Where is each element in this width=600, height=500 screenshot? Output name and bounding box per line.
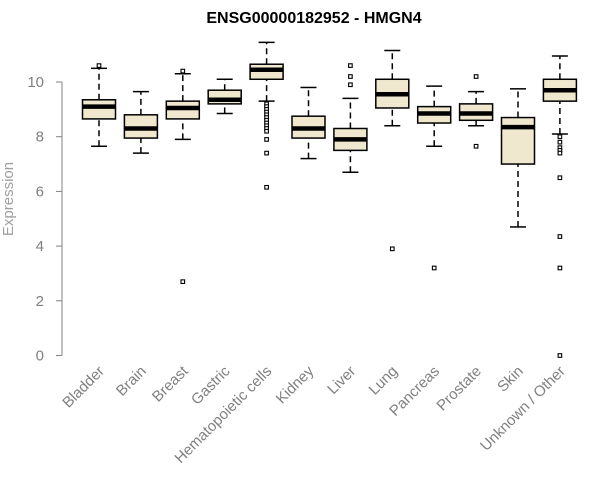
outlier-point [557,234,563,239]
iqr-box [500,116,536,165]
box-2 [165,68,201,285]
outlier-point [389,246,395,252]
box-10 [500,88,536,228]
box-1 [123,90,159,154]
outlier-point [431,265,437,271]
outlier-point [264,184,269,190]
outlier-point [96,63,102,68]
outlier-point [473,74,479,79]
box-8 [416,85,452,271]
outlier-point [557,175,563,181]
y-tick-label: 0 [36,348,44,365]
outlier-point [180,279,186,285]
y-tick-label: 8 [36,129,44,146]
box-6 [333,63,368,174]
outlier-point [180,68,186,74]
y-axis: 0 2 4 6 8 10 [27,74,63,365]
x-tick-label: Breast [149,362,192,405]
y-tick-label: 6 [36,183,44,200]
x-tick-label: Prostate [433,363,485,415]
outlier-point [557,353,563,358]
outlier-point [557,265,563,271]
outlier-point [348,74,353,79]
outlier-point [264,128,269,134]
box-0 [81,63,117,148]
outlier-point [264,137,269,142]
outlier-point [348,82,353,88]
box-9 [458,74,494,149]
x-tick-label: Bladder [59,363,108,412]
outlier-point [348,63,353,68]
x-tick-label: Liver [324,363,359,398]
y-tick-label: 2 [36,293,44,310]
outlier-point [557,134,563,140]
y-tick-label: 4 [36,238,44,255]
chart-title: ENSG00000182952 - HMGN4 [206,10,421,27]
y-axis-title: Expression [0,162,17,236]
box-3 [207,78,242,115]
x-tick-label: Brain [113,363,150,400]
x-tick-label: Kidney [273,362,318,407]
outlier-point [264,150,269,156]
x-tick-label: Lung [366,363,402,399]
x-tick-label: Skin [494,363,527,396]
box-4 [249,41,284,190]
outlier-point [557,150,563,156]
box-11 [542,55,578,358]
outlier-point [473,143,479,149]
iqr-box [81,99,117,120]
box-5 [291,86,326,160]
boxes-group [81,41,578,358]
box-7 [375,49,410,252]
y-tick-label: 10 [27,74,44,91]
outlier-point [557,139,563,145]
